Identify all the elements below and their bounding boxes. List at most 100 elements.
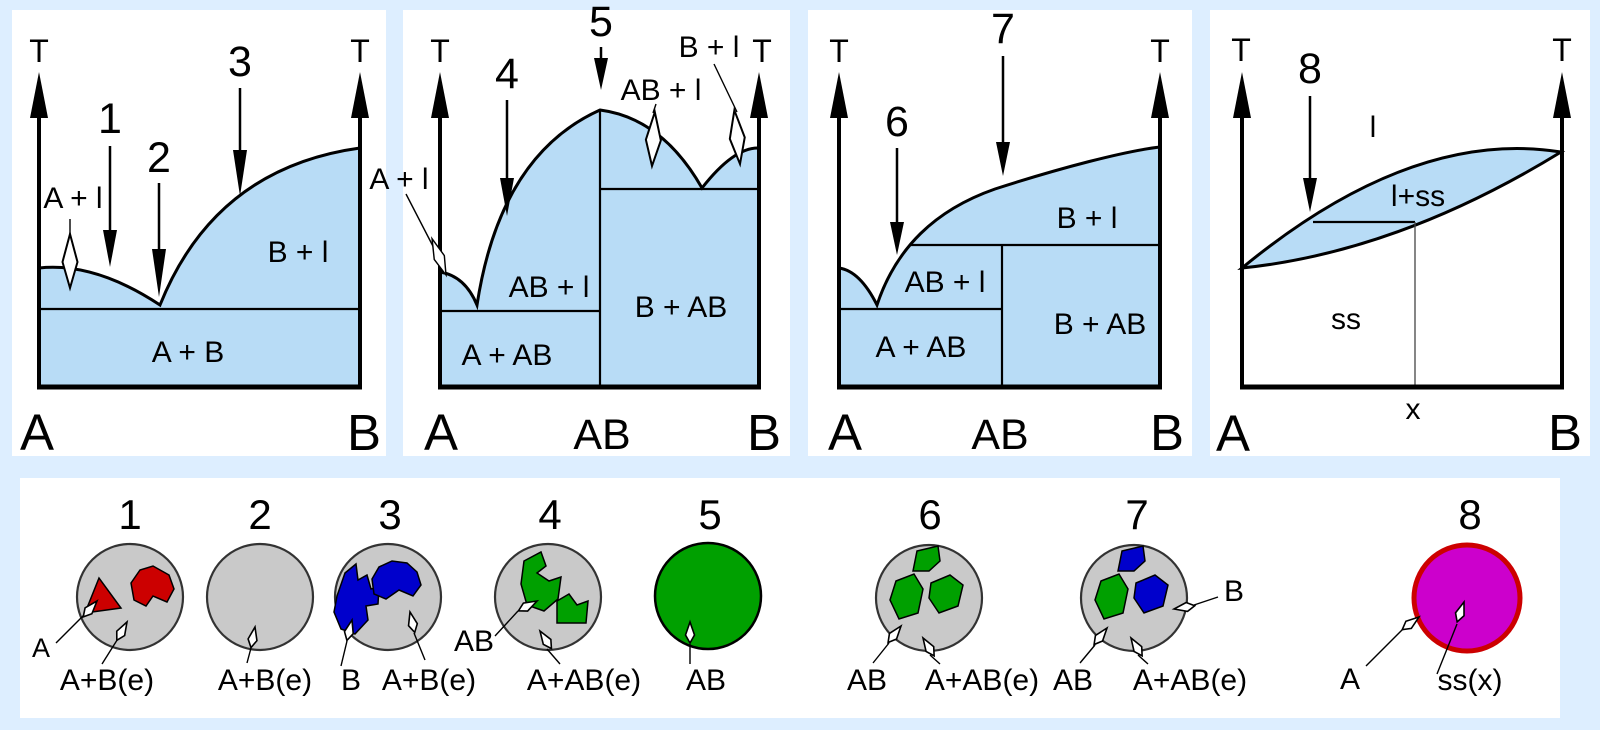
phase-label-b: B [341,664,361,697]
temp-label-left: T [829,33,849,69]
primary-a-crystal [130,565,175,607]
arrow-7-head-icon [996,142,1010,176]
phase-label-a: A [1340,663,1360,696]
region-label-b-plus-ab: B + AB [635,291,728,324]
panel-4-background [1210,10,1590,456]
pointer-line [494,610,519,637]
micrograph-number: 7 [1125,491,1148,538]
panel-incongruent-compound: T T 6 7 B + l AB + l B + AB A + AB A AB … [808,5,1192,461]
micrograph-number: 8 [1458,491,1481,538]
temp-label-right: T [1150,33,1170,69]
micrograph-3: 3 B A+B(e) [333,491,476,697]
matrix-label: A+B(e) [218,664,312,697]
micrograph-4: 4 AB A+AB(e) [454,491,641,697]
region-label-a-plus-liquid: A + l [43,182,102,215]
axis-arrowhead-icon [1233,72,1251,118]
axis-arrowhead-icon [830,72,848,118]
primary-ab-crystal [912,545,941,572]
micrograph-6: 6 AB A+AB(e) [847,491,1039,697]
phase-label-ab: AB [847,664,887,697]
pointer-line [340,640,348,667]
panel-congruent-compound: T T 4 5 A + l AB + l B + l AB + l B + AB… [369,0,790,461]
pointer-line [1137,654,1149,665]
compound-ab-label: AB [573,411,630,459]
micrograph-1: 1 A A+B(e) [32,491,185,697]
temp-label-left: T [29,33,49,69]
primary-ab-crystal [520,550,562,612]
composition-x-label: x [1406,393,1421,426]
micrograph-7: 7 AB A+AB(e) B [1053,491,1247,697]
arrow-5-head-icon [594,58,608,90]
panel-solid-solution: T T 8 l l+ss ss x A B [1210,10,1590,462]
step-number-2: 2 [147,134,171,182]
arrow-8-head-icon [1303,178,1317,212]
axis-arrowhead-icon [1553,72,1571,118]
step-number-6: 6 [885,98,909,146]
arrow-3-head-icon [233,150,247,196]
primary-b-crystal [1117,545,1146,572]
step-number-8: 8 [1298,45,1322,93]
region-label-ab-plus-liquid: AB + l [905,266,986,299]
temp-label-right: T [752,33,772,69]
pointer-line [1436,623,1458,675]
phase-label-ab: AB [454,625,494,658]
region-label-b-plus-ab: B + AB [1054,308,1147,341]
micrograph-8: 8 A ss(x) [1340,491,1523,697]
phase-label-ab: AB [686,664,726,697]
pointer-line [713,63,738,113]
region-label-a-plus-ab: A + AB [462,339,553,372]
temp-label-right: T [350,33,370,69]
micrograph-number: 3 [378,491,401,538]
region-label-liquid-plus-ss: l+ss [1391,180,1445,213]
region-label-b-plus-liquid: B + l [1057,202,1118,235]
primary-b-crystal [371,560,422,600]
pointer-line [652,103,657,114]
region-label-liquid: l [1370,111,1377,144]
primary-b-crystal [1133,574,1169,614]
two-phase-region-fill [39,148,360,386]
micrograph-number: 2 [248,491,271,538]
step-number-1: 1 [98,95,122,143]
callout-label-ab-plus-liquid: AB + l [621,74,702,107]
liquidus-curve [439,108,760,311]
axis-arrowhead-icon [30,72,48,118]
matrix-label: A+B(e) [60,664,154,697]
matrix-label: A+AB(e) [1133,664,1247,697]
matrix-label: A+AB(e) [527,664,641,697]
micrograph-panel: 1 A A+B(e) 2 A+B(e) 3 B A+B(e) [20,478,1560,718]
axis-arrowhead-icon [431,72,449,118]
matrix-label: A+AB(e) [925,664,1039,697]
matrix-label: A+B(e) [382,664,476,697]
primary-ab-crystal [1094,573,1129,620]
pointer-line [405,193,438,255]
primary-ab-crystal [556,593,589,624]
arrow-4-head-icon [500,178,514,216]
component-b-label: B [1548,404,1582,461]
sample-circle [205,542,315,652]
liquidus-curve [838,145,1161,309]
callout-label-a-plus-liquid: A + l [369,163,428,196]
two-phase-region-fill [839,147,1160,386]
step-number-3: 3 [228,38,252,86]
phase-label-a: A [32,633,50,663]
compound-ab-label: AB [971,411,1028,459]
component-b-label: B [347,404,381,461]
panel-eutectic: T T 1 2 3 A + l B + l A + B A B [12,10,386,461]
component-a-label: A [828,404,862,461]
arrow-6-head-icon [890,222,904,255]
region-label-a-plus-ab: A + AB [876,331,967,364]
primary-ab-crystal [889,573,924,620]
sample-circle-solid-solution [1411,542,1523,654]
region-label-ab-plus-liquid: AB + l [509,271,590,304]
axis-arrowhead-icon [351,72,369,118]
region-label-a-plus-b: A + B [152,336,225,369]
pointer-line [1193,596,1219,606]
pointer-line [246,647,252,664]
liquidus-curve [38,146,361,308]
pointer-line [1079,644,1096,664]
axis-arrowhead-icon [1151,72,1169,118]
pointer-line [413,632,426,661]
arrow-1-head-icon [103,230,117,267]
step-number-7: 7 [991,5,1015,53]
